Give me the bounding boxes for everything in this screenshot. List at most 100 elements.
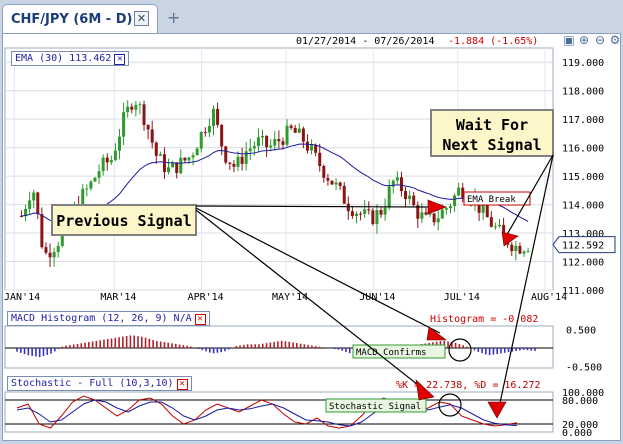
candle-down: [232, 163, 236, 167]
stoch-label[interactable]: Stochastic - Full (10,3,10) ✕: [7, 376, 192, 391]
arrow-to-ema-break: [195, 205, 431, 208]
candle-down: [162, 154, 166, 173]
candle-up: [28, 200, 32, 209]
candle-up: [428, 213, 432, 215]
candle-down: [48, 252, 52, 258]
candle-up: [195, 148, 199, 156]
candle-up: [187, 157, 191, 161]
price-axis-tick-label: 112.000: [562, 258, 604, 269]
stoch-signal-text: Stochastic Signal: [329, 402, 421, 412]
candle-up: [436, 218, 440, 223]
macd-axis-tick-label: -0.500: [566, 362, 602, 373]
candle-up: [273, 139, 277, 146]
chart-tab[interactable]: CHF/JPY (6M - D) ✕: [2, 4, 158, 34]
candle-up: [375, 210, 379, 225]
candle-up: [481, 204, 485, 213]
red-arrowhead: [487, 401, 507, 419]
candle-down: [432, 213, 436, 223]
zoom-in-icon[interactable]: ⊕: [578, 33, 590, 47]
candle-up: [179, 157, 183, 174]
date-axis-tick-label: JUN'14: [359, 292, 395, 303]
candle-up: [261, 135, 265, 138]
candle-down: [330, 180, 334, 185]
candle-up: [285, 125, 289, 145]
candle-down: [416, 205, 420, 219]
candle-down: [518, 245, 522, 254]
red-arrowhead: [501, 231, 519, 247]
settings-icon[interactable]: ⚙: [609, 33, 621, 47]
wait-signal-line1: Wait For: [456, 116, 528, 134]
arrow-to-stoch: [195, 209, 428, 393]
stoch-close-icon[interactable]: ✕: [176, 379, 188, 390]
candle-up: [526, 251, 530, 253]
price-axis-tick-label: 111.000: [562, 286, 604, 297]
stoch-signal-box: [325, 398, 427, 413]
candle-up: [93, 177, 97, 182]
red-arrowhead: [415, 379, 435, 401]
candle-down: [40, 214, 44, 248]
candle-down: [461, 187, 465, 198]
candle-down: [105, 157, 109, 163]
price-axis-tick-label: 113.000: [562, 229, 604, 240]
candle-up: [310, 145, 314, 151]
candle-up: [248, 148, 252, 152]
close-icon[interactable]: ✕: [134, 11, 149, 26]
red-arrowhead: [427, 199, 447, 215]
candle-down: [293, 127, 297, 133]
candle-up: [158, 154, 162, 156]
macd-close-icon[interactable]: ✕: [194, 314, 206, 325]
stoch-label-text: Stochastic - Full (10,3,10): [11, 378, 174, 389]
macd-frame: [4, 325, 554, 369]
candle-down: [338, 182, 342, 186]
stoch-frame: [4, 391, 554, 433]
candle-down: [36, 192, 40, 215]
candle-down: [326, 177, 330, 181]
candle-up: [56, 245, 60, 253]
candle-down: [314, 145, 318, 153]
candle-up: [32, 192, 36, 201]
candle-up: [109, 160, 113, 163]
date-axis-tick-label: JAN'14: [4, 292, 40, 303]
ema-break-box: [463, 191, 531, 206]
stoch-signal-circle: [438, 393, 462, 417]
candle-down: [19, 215, 23, 217]
arrow-wait-to-price: [504, 154, 554, 239]
candle-down: [399, 177, 403, 192]
wait-signal-box: [430, 109, 554, 157]
macd-axis-tick-label: 0.500: [566, 326, 596, 337]
ema-label-text: EMA (30) 113.462: [15, 53, 112, 64]
restore-icon[interactable]: ▣: [563, 33, 575, 47]
last-price-marker: [552, 236, 616, 254]
candle-up: [24, 208, 28, 217]
plus-icon[interactable]: +: [167, 8, 181, 27]
candle-down: [322, 166, 326, 178]
ema-close-icon[interactable]: ✕: [114, 54, 126, 65]
candle-down: [489, 217, 493, 227]
candle-down: [379, 210, 383, 215]
candle-up: [453, 195, 457, 207]
arrow-to-macd: [195, 207, 441, 334]
candle-up: [126, 106, 130, 113]
candle-down: [404, 191, 408, 200]
candle-up: [118, 136, 122, 151]
date-axis-tick-label: AUG'14: [531, 292, 567, 303]
candle-up: [211, 108, 215, 127]
chart-panel: [2, 33, 621, 441]
candle-up: [440, 209, 444, 219]
red-arrowhead: [426, 326, 447, 341]
candle-up: [101, 157, 105, 172]
candle-up: [167, 167, 171, 173]
candle-down: [220, 124, 224, 147]
candle-down: [485, 204, 489, 218]
candle-up: [522, 251, 526, 254]
candle-up: [354, 213, 358, 217]
candle-up: [138, 104, 142, 106]
stoch-line: [16, 395, 518, 429]
candle-up: [493, 226, 497, 228]
macd-label[interactable]: MACD Histogram (12, 26, 9) N/A ✕: [7, 311, 210, 326]
ema-label[interactable]: EMA (30) 113.462 ✕: [11, 51, 130, 66]
candle-up: [420, 212, 424, 219]
zoom-out-icon[interactable]: ⊖: [594, 33, 606, 47]
candle-down: [289, 125, 293, 128]
